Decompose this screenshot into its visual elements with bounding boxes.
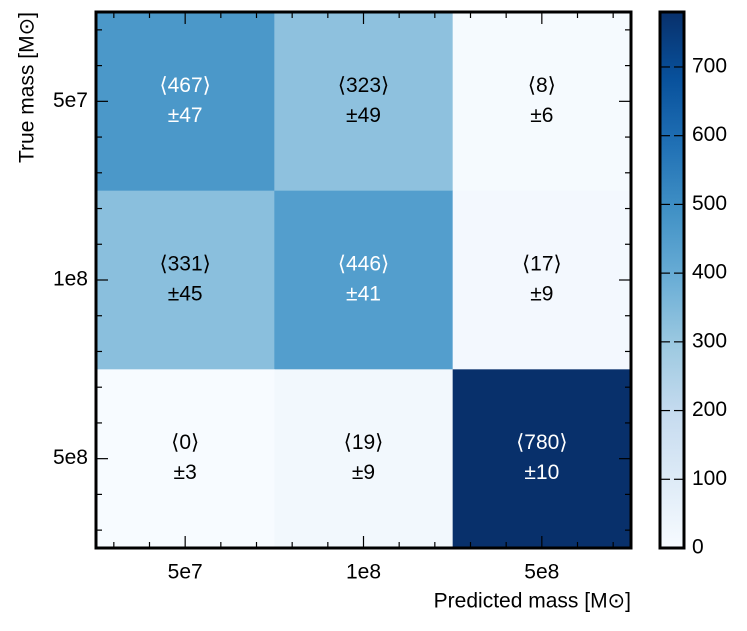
- cell-error-label: ±9: [352, 461, 375, 484]
- cell-value-label: ⟨446⟩: [338, 253, 389, 276]
- cell-value-label: ⟨323⟩: [338, 74, 389, 97]
- heatmap-cell: [452, 369, 632, 549]
- heatmap-cell: [96, 12, 275, 192]
- cell-value-label: ⟨331⟩: [159, 253, 210, 276]
- y-tick-label: 1e8: [53, 268, 88, 291]
- heatmap-cell: [96, 190, 275, 370]
- cell-value-label: ⟨8⟩: [528, 74, 556, 97]
- x-tick-label: 5e7: [168, 561, 203, 584]
- x-tick-label: 5e8: [524, 561, 559, 584]
- cell-error-label: ±10: [524, 461, 559, 484]
- colorbar: [658, 10, 686, 550]
- colorbar-tick-label: 200: [692, 398, 727, 421]
- y-tick-label: 5e7: [53, 89, 88, 112]
- heatmap-cell: [274, 190, 454, 370]
- x-axis-label: Predicted mass [M⊙]: [434, 590, 631, 613]
- cell-value-label: ⟨467⟩: [159, 74, 210, 97]
- cell-error-label: ±49: [346, 104, 381, 127]
- cell-error-label: ±45: [168, 283, 203, 306]
- cell-value-label: ⟨0⟩: [171, 431, 199, 454]
- colorbar-tick-label: 0: [692, 536, 704, 559]
- colorbar-tick-label: 600: [692, 123, 727, 146]
- cell-error-label: ±47: [168, 104, 203, 127]
- y-tick-label: 5e8: [53, 446, 88, 469]
- colorbar-tick-label: 500: [692, 192, 727, 215]
- cell-error-label: ±41: [346, 283, 381, 306]
- y-axis-label: True mass [M⊙]: [16, 12, 39, 163]
- heatmap-cell: [96, 369, 275, 549]
- colorbar-tick-label: 100: [692, 467, 727, 490]
- cell-value-label: ⟨17⟩: [522, 253, 562, 276]
- cell-value-label: ⟨19⟩: [344, 431, 384, 454]
- colorbar-tick-label: 300: [692, 329, 727, 352]
- heatmap-cell: [452, 12, 632, 192]
- colorbar-tick-label: 700: [692, 55, 727, 78]
- heatmap-cell: [452, 190, 632, 370]
- heatmap-cell: [274, 12, 454, 192]
- colorbar-tick-label: 400: [692, 261, 727, 284]
- cell-error-label: ±9: [530, 283, 553, 306]
- x-tick-label: 1e8: [346, 561, 381, 584]
- cell-value-label: ⟨780⟩: [516, 431, 567, 454]
- heatmap-cell: [274, 369, 454, 549]
- cell-error-label: ±6: [530, 104, 553, 127]
- cell-error-label: ±3: [174, 461, 197, 484]
